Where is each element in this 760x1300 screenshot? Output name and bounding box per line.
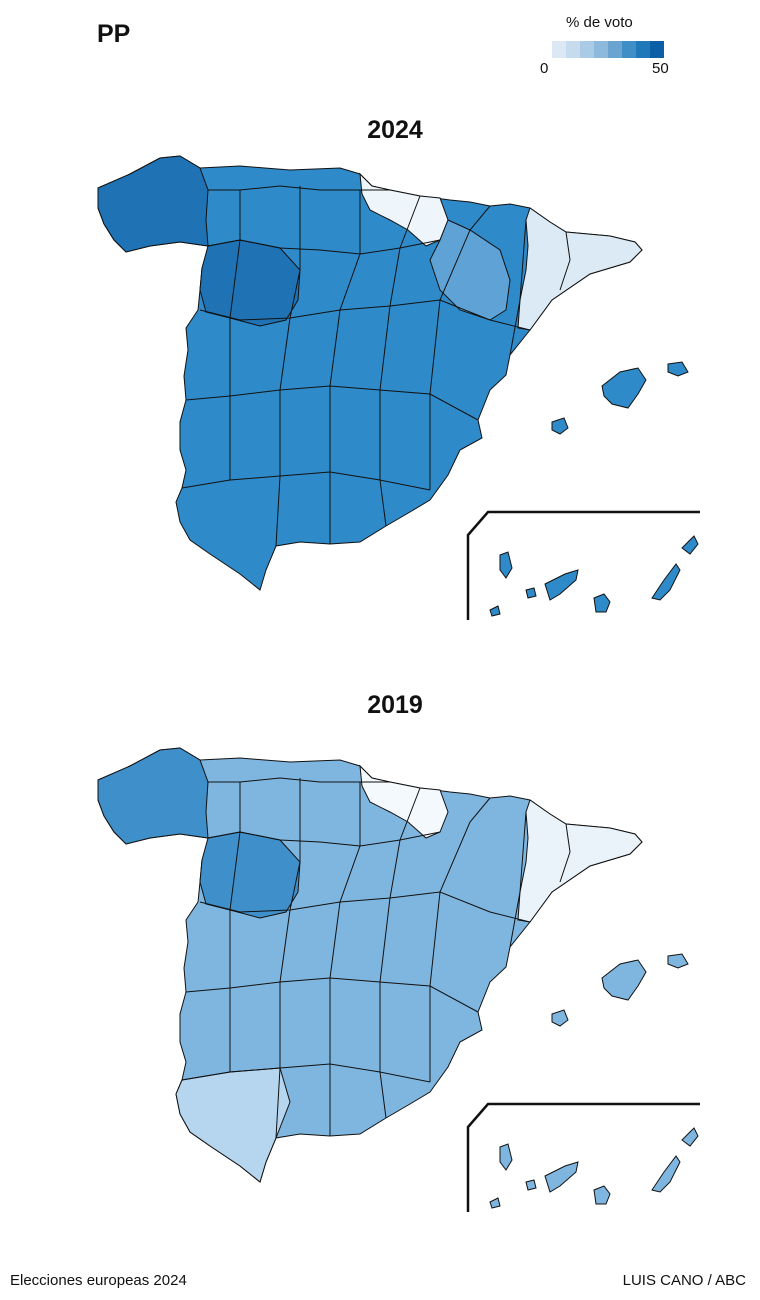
map-2024	[97, 155, 700, 620]
la-gomera	[525, 1179, 537, 1191]
tenerife	[544, 1161, 579, 1193]
galicia	[97, 155, 209, 253]
el-hierro	[489, 1197, 501, 1209]
province-borders	[181, 777, 571, 1139]
panel-title-2024: 2024	[367, 116, 423, 144]
mallorca	[601, 367, 647, 409]
canary-islands-inset	[466, 1102, 700, 1212]
castilla-leon-west	[199, 831, 301, 919]
legend-swatch-4	[608, 41, 622, 58]
legend-swatch-5	[622, 41, 636, 58]
legend-title: % de voto	[566, 14, 633, 31]
footer-source: Elecciones europeas 2024	[10, 1272, 187, 1289]
legend-color-scale	[552, 41, 664, 58]
la-palma	[499, 1143, 513, 1171]
la-palma	[499, 551, 513, 579]
tenerife	[544, 569, 579, 601]
fuerteventura	[651, 1155, 681, 1193]
legend-swatch-7	[650, 41, 664, 58]
la-gomera	[525, 587, 537, 599]
canary-inset-frame	[466, 1102, 700, 1212]
canary-inset-frame	[466, 510, 700, 620]
galicia	[97, 747, 209, 845]
andalusia-west	[175, 1067, 291, 1183]
menorca	[667, 953, 689, 969]
gran-canaria	[593, 593, 611, 613]
canary-islands-inset	[466, 510, 700, 620]
party-title: PP	[97, 20, 131, 48]
province-borders	[181, 185, 571, 547]
legend-swatch-0	[552, 41, 566, 58]
ibiza	[551, 417, 569, 435]
legend-min-label: 0	[540, 60, 549, 77]
legend-swatch-2	[580, 41, 594, 58]
map-2019	[97, 747, 700, 1212]
lanzarote	[681, 535, 699, 555]
gran-canaria	[593, 1185, 611, 1205]
el-hierro	[489, 605, 501, 617]
color-legend: % de voto 0 50	[536, 12, 676, 82]
catalonia-aragon-east	[517, 799, 643, 923]
fuerteventura	[651, 563, 681, 601]
legend-swatch-1	[566, 41, 580, 58]
legend-max-label: 50	[652, 60, 669, 77]
catalonia-aragon-east	[517, 207, 643, 331]
balearic-islands	[551, 361, 689, 435]
lanzarote	[681, 1127, 699, 1147]
castilla-leon-west	[199, 239, 301, 327]
legend-swatch-3	[594, 41, 608, 58]
balearic-islands	[551, 953, 689, 1027]
ibiza	[551, 1009, 569, 1027]
peninsula-map	[97, 747, 643, 1183]
peninsula-map	[97, 155, 643, 591]
mallorca	[601, 959, 647, 1001]
menorca	[667, 361, 689, 377]
legend-swatch-6	[636, 41, 650, 58]
footer-credit: LUIS CANO / ABC	[622, 1272, 746, 1289]
panel-title-2019: 2019	[367, 691, 423, 719]
